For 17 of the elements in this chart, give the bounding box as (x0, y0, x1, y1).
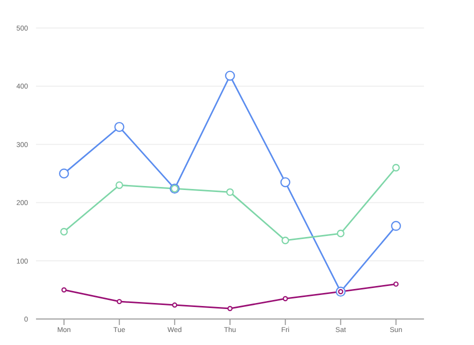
point (280, 177, 290, 188)
point (227, 306, 233, 312)
point (116, 298, 122, 304)
point (225, 70, 235, 81)
point (114, 122, 124, 132)
point (282, 296, 288, 302)
point (282, 236, 290, 244)
point (392, 164, 400, 172)
point (393, 281, 399, 287)
point (116, 181, 124, 189)
point (172, 302, 178, 308)
point (59, 168, 69, 178)
point (391, 220, 401, 231)
point (61, 287, 67, 292)
point (336, 230, 344, 238)
point (226, 188, 234, 196)
point (60, 228, 68, 236)
